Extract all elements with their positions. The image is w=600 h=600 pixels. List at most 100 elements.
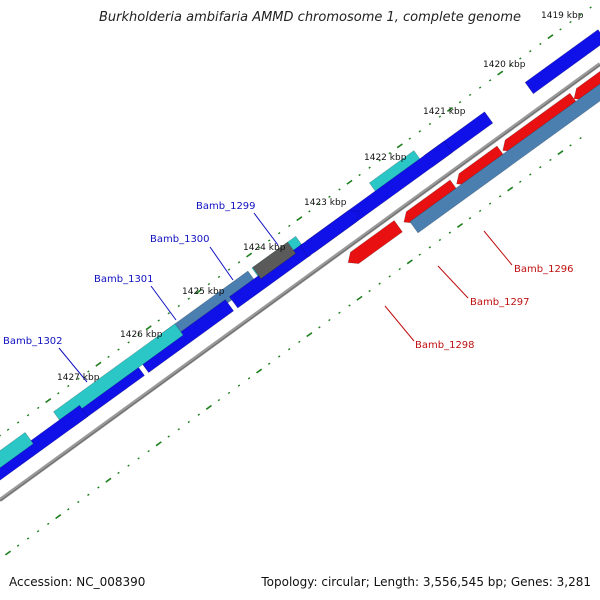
inner-tick [117,471,120,475]
inner-tick [557,150,564,156]
outer-tick [217,275,221,279]
backbone-line [0,62,600,502]
chromosome-backbone [0,62,600,502]
inner-tick [127,464,130,467]
forward-gene-feature[interactable] [299,210,360,258]
outer-tick [177,304,181,308]
inner-tick [205,404,212,410]
scale-label: 1423 kbp [304,198,347,208]
gene-label-bamb-1300[interactable]: Bamb_1300 [150,234,210,245]
scale-label: 1422 kbp [364,153,407,163]
inner-tick [55,514,62,520]
scale-label: 1425 kbp [182,287,225,297]
outer-tick [26,414,30,417]
reverse-cds-feature[interactable] [409,43,600,234]
inner-tick [256,368,263,374]
forward-gene-feature[interactable] [228,243,312,309]
outer-tick [67,384,70,388]
outer-tick [418,130,422,133]
inner-tick [105,477,112,483]
outer-tick [257,246,261,249]
inner-tick [187,420,191,424]
label-leader-line [150,285,177,321]
outer-tick [408,137,412,140]
outer-tick [378,159,381,162]
forward-rna-feature[interactable] [0,431,34,479]
outer-tick [358,173,361,177]
label-leader-line [483,230,513,266]
label-leader-line [437,265,469,299]
inner-tick [368,289,371,293]
scale-label: 1421 kbp [423,107,466,117]
scale-labels: 1419 kbp 1420 kbp 1421 kbp 1422 kbp 1423… [57,11,584,383]
outer-tick [77,377,80,380]
forward-gene-feature[interactable] [0,404,89,487]
inner-tick [478,209,482,213]
outer-tick [137,333,140,337]
inner-tick [398,267,401,271]
reverse-gene-feature[interactable] [347,220,403,264]
outer-tick [187,297,191,300]
outer-tick [318,202,321,206]
inner-tick [356,295,363,301]
outer-tick [227,268,231,271]
outer-tick [488,79,492,82]
scale-label: 1427 kbp [57,373,100,383]
outer-tick [127,341,130,344]
scale-label: 1424 kbp [243,243,286,253]
inner-tick [468,217,472,220]
gene-label-bamb-1302[interactable]: Bamb_1302 [3,336,63,347]
gene-label-bamb-1299[interactable]: Bamb_1299 [196,201,256,212]
map-title: Burkholderia ambifaria AMMD chromosome 1… [98,10,521,25]
outer-tick [458,101,462,104]
outer-tick [167,312,170,315]
gene-label-bamb-1296[interactable]: Bamb_1296 [514,264,574,275]
inner-tick [298,340,301,344]
outer-tick [87,370,90,373]
pseudogene-feature[interactable] [252,241,297,280]
outer-tick [428,122,432,126]
inner-tick [348,304,351,307]
outer-tick [559,28,562,31]
outer-tick [277,232,281,235]
outer-tick [308,210,311,213]
inner-tick [549,158,552,162]
outer-tick [338,188,341,191]
outer-tick [6,428,10,431]
outer-tick [438,115,442,118]
outer-tick [288,224,291,228]
inner-tick [498,195,502,198]
inner-tick [67,508,70,511]
inner-tick [97,486,100,489]
outer-tick [0,434,2,437]
inner-tick [579,136,582,140]
label-leader-line [384,305,415,342]
inner-tick [147,449,150,453]
label-leader-lines [58,212,513,383]
forward-rna-feature[interactable] [53,323,184,424]
gene-label-bamb-1301[interactable]: Bamb_1301 [94,274,154,285]
outer-tick [478,86,482,89]
outer-tick [117,348,120,351]
inner-tick [227,391,231,395]
outer-tick [579,13,582,16]
genome-summary-text: Topology: circular; Length: 3,556,545 bp… [261,575,591,589]
outer-tick [157,319,160,322]
inner-tick [338,311,341,314]
outer-tick [95,361,102,367]
forward-gene-feature[interactable] [139,299,235,374]
inner-tick [539,166,542,169]
gene-label-bamb-1297[interactable]: Bamb_1297 [470,297,530,308]
gene-labels: Bamb_1296 Bamb_1297 Bamb_1298 Bamb_1299 … [3,201,574,351]
inner-tick [318,326,321,329]
scale-label: 1420 kbp [483,60,526,70]
gene-label-bamb-1298[interactable]: Bamb_1298 [415,340,475,351]
outer-tick [539,42,542,46]
outer-tick [508,64,512,67]
forward-gene-feature[interactable] [524,29,600,95]
inner-tick [378,282,381,285]
outer-tick [346,179,353,185]
inner-tick-marks [4,136,582,556]
scale-label: 1426 kbp [120,330,163,340]
